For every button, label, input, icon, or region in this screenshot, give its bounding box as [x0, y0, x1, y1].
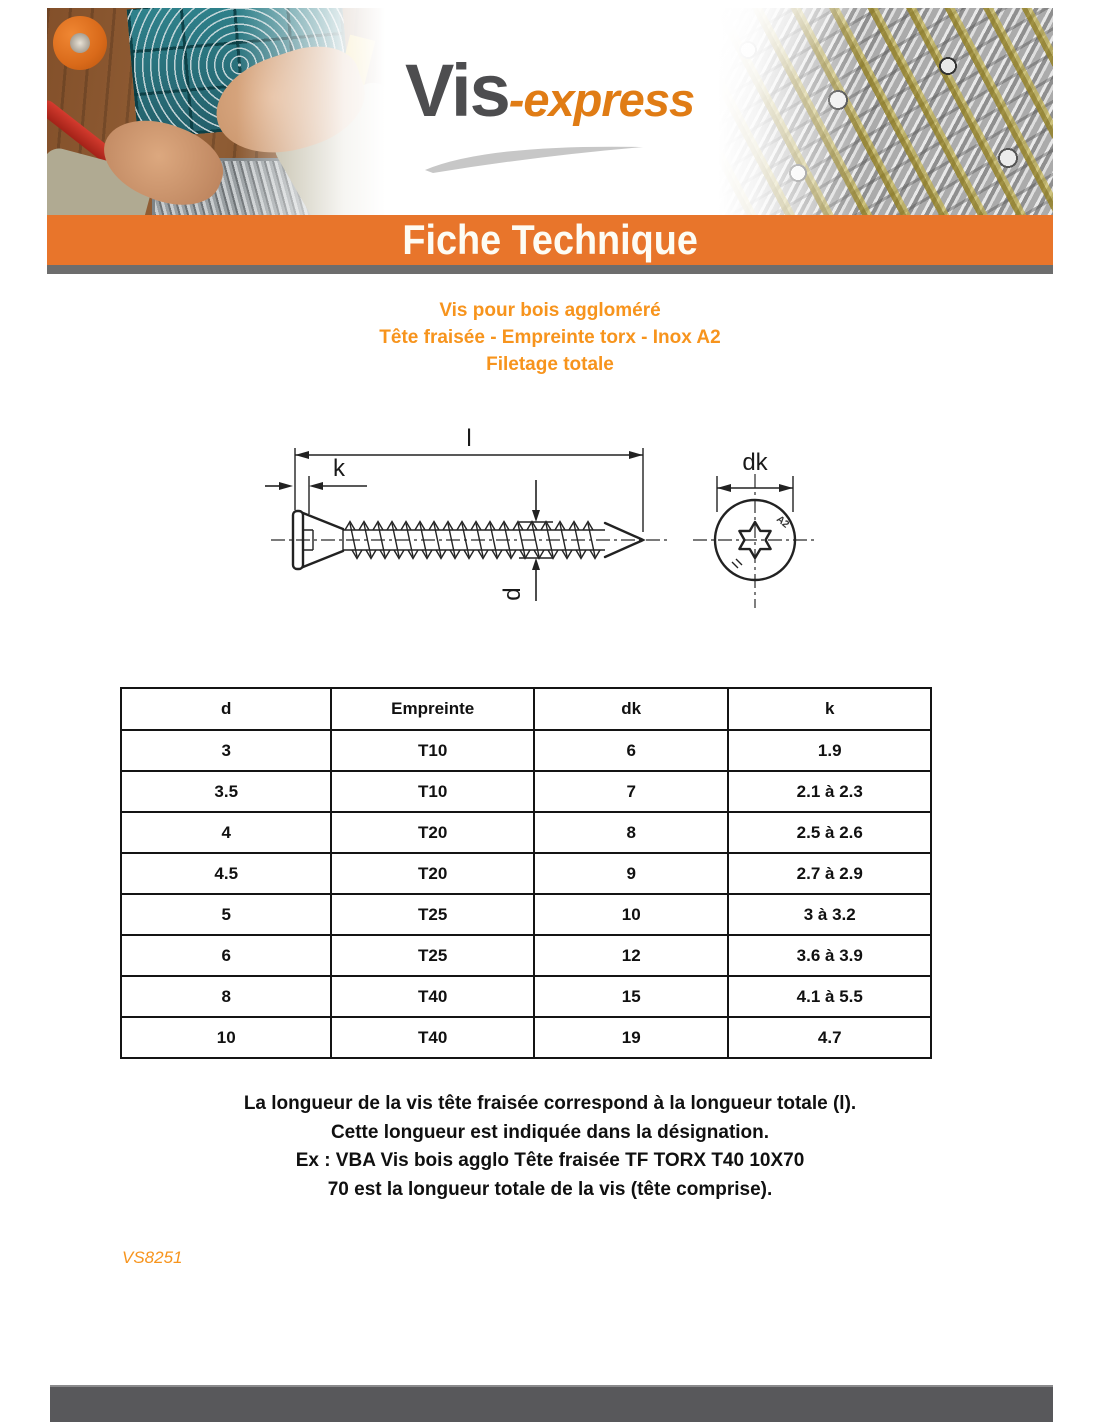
table-cell: T10	[330, 770, 535, 813]
table-cell: 10	[532, 893, 730, 936]
product-title-line: Tête fraisée - Empreinte torx - Inox A2	[379, 327, 721, 348]
screw-top-view: A2 dk	[693, 449, 817, 608]
table-row: 3 T10 6 1.9	[119, 729, 932, 772]
table-row: 10 T40 19 4.7	[119, 1016, 932, 1059]
table-cell: 10	[119, 1016, 333, 1059]
photo-fade-overlay	[708, 8, 1053, 215]
table-cell: 8	[119, 975, 333, 1018]
table-cell: 4.5	[119, 852, 333, 895]
table-cell: T40	[330, 975, 535, 1018]
table-cell: 2.1 à 2.3	[727, 770, 932, 813]
table-cell: T20	[330, 852, 535, 895]
table-cell: 3.6 à 3.9	[727, 934, 932, 977]
torx-recess-icon	[738, 520, 772, 560]
notes: La longueur de la vis tête fraisée corre…	[0, 1090, 1100, 1204]
note-line: La longueur de la vis tête fraisée corre…	[243, 1093, 857, 1114]
table-row: 8 T40 15 4.1 à 5.5	[119, 975, 932, 1018]
table-cell: 4.7	[727, 1016, 932, 1059]
table-cell: 15	[532, 975, 730, 1018]
dimension-total-length: l	[294, 425, 644, 532]
note-line: Ex : VBA Vis bois agglo Tête fraisée TF …	[295, 1150, 805, 1171]
table-row: 6 T25 12 3.6 à 3.9	[119, 934, 932, 977]
spec-table-body: 3 T10 6 1.9 3.5 T10 7 2.1 à 2.3 4 T20 8 2.5 à 2.6 4.…	[119, 729, 932, 1059]
table-cell: 19	[532, 1016, 730, 1059]
table-cell: 3 à 3.2	[727, 893, 932, 936]
table-cell: 12	[532, 934, 730, 977]
table-cell: 9	[532, 852, 730, 895]
dim-label-dk: dk	[742, 449, 768, 476]
table-row: 3.5 T10 7 2.1 à 2.3	[119, 770, 932, 813]
table-cell: 7	[532, 770, 730, 813]
header-photo-workbench	[47, 8, 392, 215]
table-cell: 2.7 à 2.9	[727, 852, 932, 895]
dimension-head-diameter: dk	[716, 449, 794, 512]
column-header: d	[119, 687, 333, 731]
technical-drawing: l k d	[255, 418, 895, 633]
table-cell: 3.5	[119, 770, 333, 813]
table-cell: T40	[330, 1016, 535, 1059]
table-cell: 4.1 à 5.5	[727, 975, 932, 1018]
table-cell: 6	[119, 934, 333, 977]
spec-table-header-row: d Empreinte dk k	[119, 687, 932, 731]
brand-logo: Vis-express	[405, 48, 705, 188]
note-line: 70 est la longueur totale de la vis (têt…	[327, 1178, 773, 1200]
table-cell: T20	[330, 811, 535, 854]
dimension-diameter: d	[499, 480, 553, 601]
table-cell: T25	[330, 893, 535, 936]
table-row: 4 T20 8 2.5 à 2.6	[119, 811, 932, 854]
logo-swoosh-icon	[425, 146, 643, 173]
photo-fade-overlay	[47, 8, 392, 215]
table-cell: 8	[532, 811, 730, 854]
product-title: Vis pour bois aggloméré Tête fraisée - E…	[0, 297, 1100, 378]
dimension-head-height: k	[265, 455, 367, 514]
spec-table: d Empreinte dk k 3 T10 6 1.9 3.5 T10 7 2.1 à 2.3 4 T…	[119, 687, 932, 1059]
dim-label-k: k	[333, 455, 346, 482]
column-header: Empreinte	[330, 687, 535, 731]
table-cell: 6	[532, 729, 730, 772]
table-cell: T10	[330, 729, 535, 772]
table-row: 5 T25 10 3 à 3.2	[119, 893, 932, 936]
table-cell: 1.9	[727, 729, 932, 772]
table-cell: 3	[119, 729, 333, 772]
banner-divider	[47, 265, 1053, 274]
column-header: k	[727, 687, 932, 731]
product-title-line: Vis pour bois aggloméré	[439, 300, 661, 321]
fiche-technique-banner: Fiche Technique	[47, 215, 1053, 265]
document-reference: VS8251	[122, 1248, 183, 1267]
dim-label-d: d	[499, 587, 526, 600]
banner-title: Fiche Technique	[402, 216, 698, 263]
table-cell: T25	[330, 934, 535, 977]
table-cell: 5	[119, 893, 333, 936]
table-cell: 4	[119, 811, 333, 854]
table-cell: 2.5 à 2.6	[727, 811, 932, 854]
column-header: dk	[532, 687, 730, 731]
header-photo-screws	[708, 8, 1053, 215]
screw-side-view: l k d	[265, 425, 671, 601]
note-line: Cette longueur est indiquée dans la dési…	[330, 1121, 770, 1143]
product-title-line: Filetage totale	[486, 354, 614, 375]
table-row: 4.5 T20 9 2.7 à 2.9	[119, 852, 932, 895]
footer-bar	[50, 1385, 1053, 1422]
logo-text-primary: Vis	[405, 49, 511, 132]
logo-text-secondary: -express	[508, 73, 695, 126]
dim-label-l: l	[466, 425, 471, 452]
